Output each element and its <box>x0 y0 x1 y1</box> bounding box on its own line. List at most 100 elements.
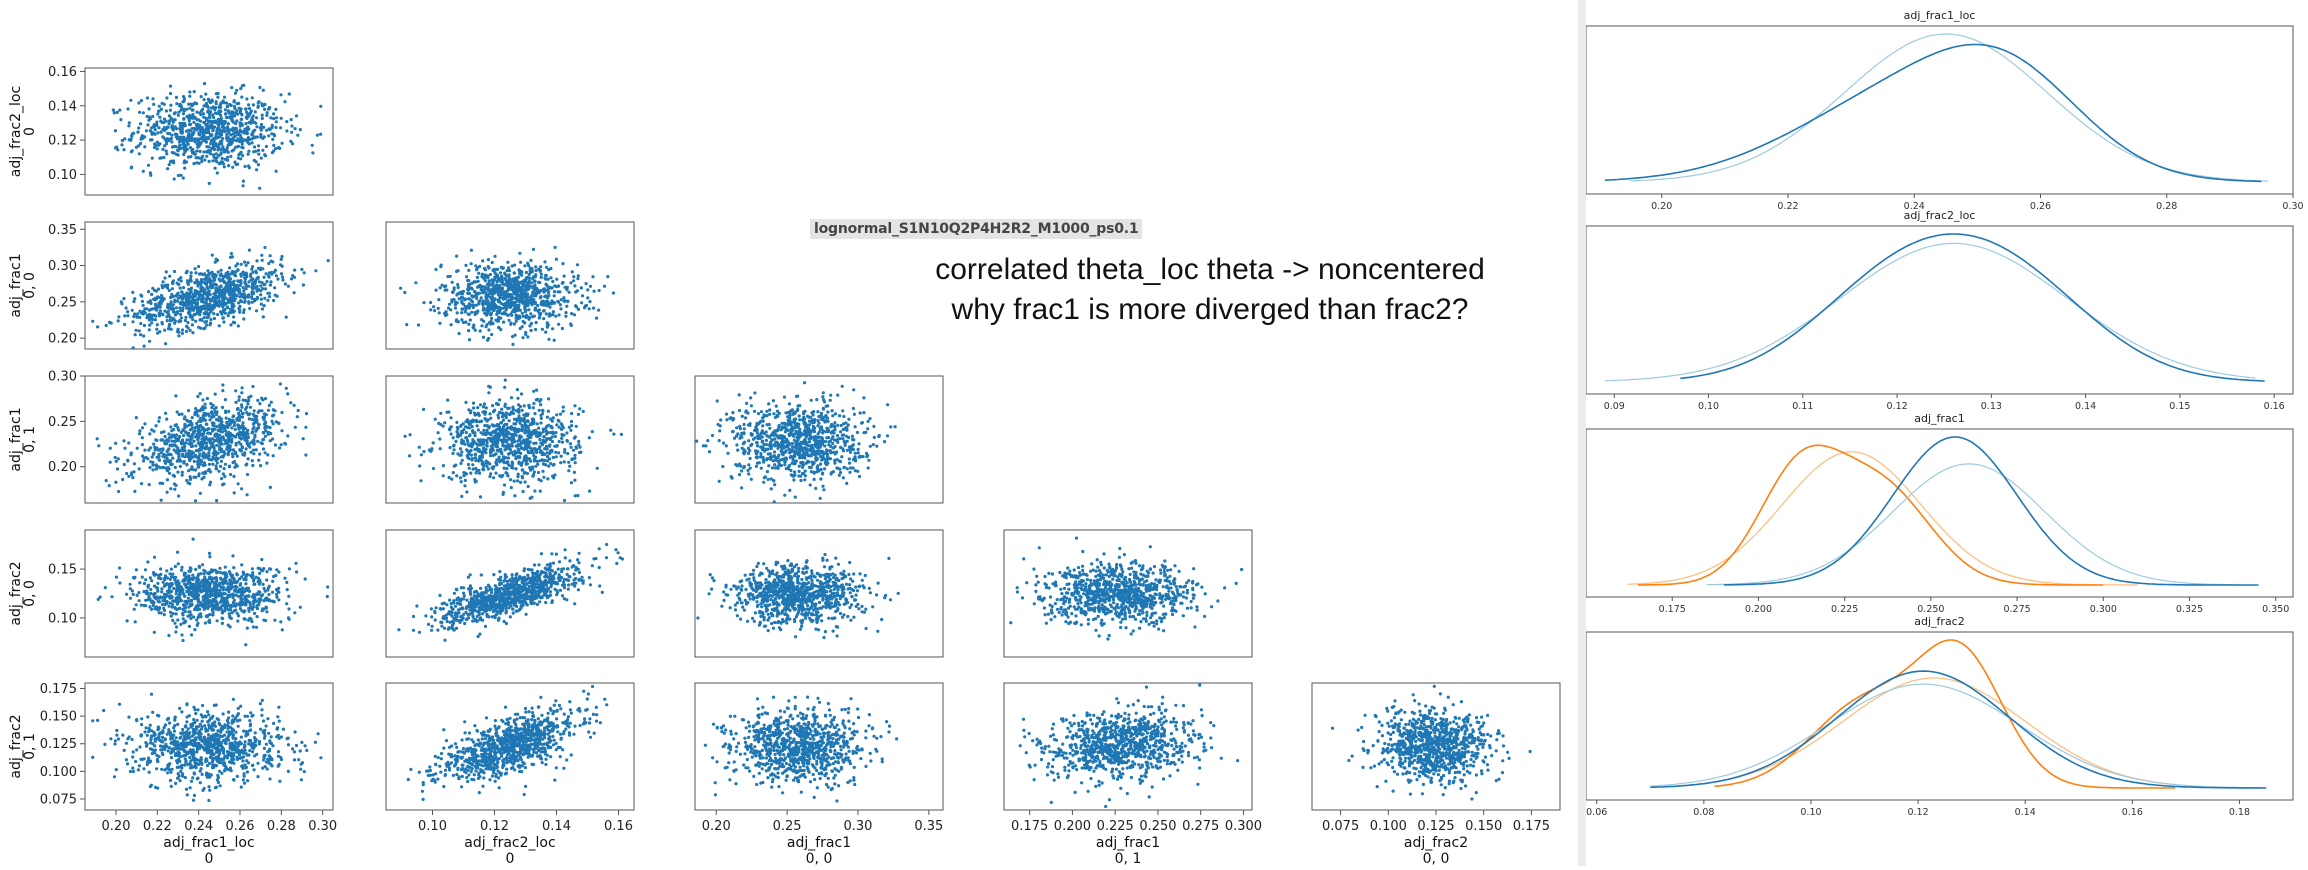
scatter-point <box>555 455 558 458</box>
scatter-point <box>208 277 211 280</box>
scatter-point <box>508 419 511 422</box>
scatter-point <box>240 426 243 429</box>
scatter-point <box>203 471 206 474</box>
scatter-point <box>238 140 241 143</box>
scatter-point <box>216 425 219 428</box>
scatter-point <box>265 280 268 283</box>
scatter-point <box>229 323 232 326</box>
scatter-point <box>503 272 506 275</box>
scatter-point <box>239 151 242 154</box>
scatter-point <box>538 445 541 448</box>
scatter-point <box>464 308 467 311</box>
scatter-point <box>185 307 188 310</box>
scatter-point <box>474 456 477 459</box>
scatter-point <box>244 165 247 168</box>
scatter-point <box>738 425 741 428</box>
scatter-point <box>198 472 201 475</box>
scatter-point <box>172 434 175 437</box>
scatter-point <box>496 434 499 437</box>
scatter-point <box>192 440 195 443</box>
scatter-point <box>491 423 494 426</box>
scatter-point <box>765 439 768 442</box>
scatter-point <box>472 468 475 471</box>
scatter-point <box>609 429 612 432</box>
scatter-point <box>201 426 204 429</box>
scatter-point <box>472 304 475 307</box>
scatter-point <box>461 431 464 434</box>
scatter-point <box>534 265 537 268</box>
scatter-point <box>525 463 528 466</box>
scatter-point <box>278 446 281 449</box>
scatter-point <box>192 309 195 312</box>
scatter-point <box>149 117 152 120</box>
scatter-point <box>167 432 170 435</box>
scatter-point <box>529 302 532 305</box>
scatter-point <box>580 301 583 304</box>
scatter-point <box>565 305 568 308</box>
scatter-point <box>472 326 475 329</box>
scatter-point <box>230 86 233 89</box>
scatter-point <box>237 482 240 485</box>
scatter-point <box>196 290 199 293</box>
scatter-point <box>524 310 527 313</box>
scatter-point <box>192 127 195 130</box>
scatter-point <box>484 279 487 282</box>
scatter-point <box>189 457 192 460</box>
scatter-point <box>221 297 224 300</box>
scatter-point <box>230 252 233 255</box>
scatter-point <box>207 308 210 311</box>
scatter-point <box>229 277 232 280</box>
scatter-point <box>280 429 283 432</box>
scatter-point <box>588 307 591 310</box>
scatter-point <box>489 273 492 276</box>
scatter-point <box>469 318 472 321</box>
scatter-point <box>465 431 468 434</box>
scatter-point <box>238 436 241 439</box>
scatter-point <box>224 463 227 466</box>
scatter-point <box>193 454 196 457</box>
scatter-point <box>547 303 550 306</box>
scatter-point <box>166 478 169 481</box>
scatter-point <box>216 171 219 174</box>
scatter-point <box>469 449 472 452</box>
scatter-point <box>422 450 425 453</box>
scatter-point <box>131 476 134 479</box>
scatter-point <box>480 296 483 299</box>
scatter-point <box>213 147 216 150</box>
scatter-point <box>742 442 745 445</box>
scatter-point <box>141 443 144 446</box>
scatter-point <box>132 315 135 318</box>
scatter-point <box>230 426 233 429</box>
scatter-point <box>233 424 236 427</box>
scatter-point <box>474 313 477 316</box>
scatter-point <box>516 388 519 391</box>
scatter-point <box>159 466 162 469</box>
scatter-point <box>525 316 528 319</box>
scatter-point <box>531 267 534 270</box>
scatter-point <box>148 340 151 343</box>
scatter-point <box>543 309 546 312</box>
scatter-point <box>279 93 282 96</box>
scatter-point <box>178 306 181 309</box>
scatter-point <box>743 423 746 426</box>
scatter-point <box>545 274 548 277</box>
scatter-point <box>200 477 203 480</box>
scatter-point <box>445 310 448 313</box>
scatter-point <box>163 118 166 121</box>
scatter-point <box>572 279 575 282</box>
scatter-point <box>123 447 126 450</box>
scatter-point <box>127 124 130 127</box>
scatter-point <box>216 313 219 316</box>
scatter-point <box>497 326 500 329</box>
scatter-point <box>257 105 260 108</box>
scatter-point <box>152 453 155 456</box>
scatter-point <box>215 156 218 159</box>
scatter-point <box>509 299 512 302</box>
scatter-point <box>545 312 548 315</box>
scatter-point <box>217 118 220 121</box>
scatter-point <box>280 443 283 446</box>
scatter-point <box>173 300 176 303</box>
scatter-point <box>118 109 121 112</box>
scatter-panel-2-1 <box>386 376 634 503</box>
scatter-point <box>574 290 577 293</box>
